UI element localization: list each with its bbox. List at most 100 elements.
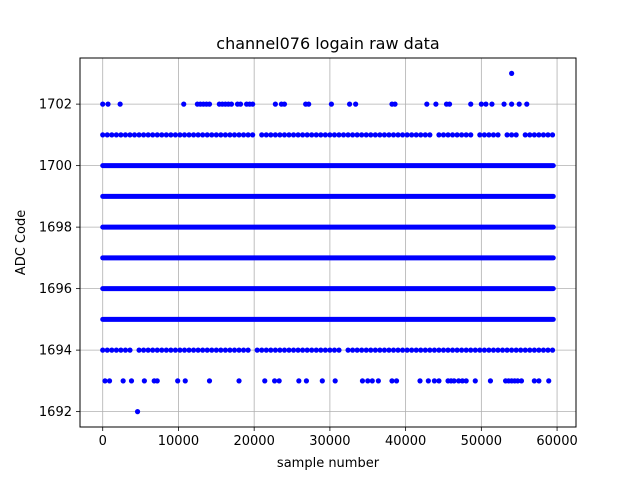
- data-point: [540, 347, 547, 353]
- data-point: [399, 347, 406, 353]
- data-point: [481, 132, 487, 138]
- data-point: [392, 101, 398, 107]
- data-point: [345, 132, 351, 138]
- data-point: [368, 132, 374, 138]
- data-point: [495, 132, 501, 138]
- x-tick-label: 30000: [309, 434, 350, 449]
- data-point: [250, 101, 256, 107]
- data-point: [168, 347, 174, 353]
- data-point: [306, 101, 312, 107]
- data-point: [346, 101, 353, 107]
- data-point: [109, 132, 115, 138]
- data-point: [546, 378, 552, 384]
- data-point: [522, 347, 528, 353]
- data-point: [200, 132, 206, 138]
- data-point: [245, 347, 251, 353]
- data-point: [237, 101, 244, 107]
- data-point: [518, 347, 524, 353]
- data-point: [195, 347, 201, 353]
- data-point: [303, 378, 310, 384]
- data-point: [545, 347, 551, 353]
- y-axis-label: ADC Code: [14, 210, 29, 275]
- data-point: [477, 347, 483, 353]
- data-point: [245, 132, 251, 138]
- data-point: [177, 132, 183, 138]
- data-point: [427, 132, 433, 138]
- x-tick-label: 60000: [536, 434, 577, 449]
- data-point: [281, 101, 288, 107]
- data-point: [483, 101, 489, 107]
- data-point: [159, 132, 165, 138]
- data-point: [150, 347, 156, 353]
- data-point: [369, 378, 375, 384]
- data-point: [286, 132, 292, 138]
- data-point: [290, 347, 297, 353]
- data-point: [327, 132, 333, 138]
- data-point: [209, 132, 215, 138]
- data-point: [395, 132, 401, 138]
- data-point: [268, 132, 274, 138]
- data-point: [386, 347, 392, 353]
- data-point: [390, 132, 397, 138]
- x-tick-label: 40000: [385, 434, 426, 449]
- y-tick-label: 1702: [39, 98, 72, 113]
- data-point: [213, 347, 219, 353]
- data-point: [372, 132, 378, 138]
- data-point: [463, 132, 469, 138]
- data-point: [509, 132, 515, 138]
- data-point: [136, 347, 142, 353]
- data-point: [259, 132, 265, 138]
- x-tick-label: 0: [99, 434, 107, 449]
- data-point: [250, 132, 256, 138]
- data-point: [504, 347, 510, 353]
- data-point: [296, 378, 302, 384]
- y-tick-label: 1692: [39, 405, 72, 420]
- data-point: [218, 132, 224, 138]
- data-point: [209, 347, 215, 353]
- data-point: [490, 347, 497, 353]
- data-point: [231, 132, 238, 138]
- data-point: [531, 347, 537, 353]
- data-point: [501, 101, 507, 107]
- data-point: [102, 378, 108, 384]
- data-point: [418, 132, 424, 138]
- data-point: [468, 101, 474, 107]
- data-point: [186, 347, 192, 353]
- data-point: [390, 347, 397, 353]
- data-point: [131, 132, 138, 138]
- data-point: [413, 132, 419, 138]
- data-point: [549, 132, 556, 138]
- data-point: [272, 378, 278, 384]
- data-point: [236, 378, 242, 384]
- data-point: [487, 378, 494, 384]
- data-point: [262, 378, 268, 384]
- x-axis-label: sample number: [277, 456, 380, 471]
- data-points: [100, 70, 556, 415]
- data-point: [336, 347, 342, 353]
- data-point: [195, 132, 201, 138]
- data-point: [290, 132, 297, 138]
- data-point: [363, 347, 369, 353]
- data-point: [281, 347, 288, 353]
- data-point: [424, 101, 430, 107]
- y-tick-label: 1694: [39, 344, 72, 359]
- data-point: [375, 378, 381, 384]
- data-point: [104, 347, 110, 353]
- data-point: [227, 347, 233, 353]
- data-point: [545, 132, 551, 138]
- data-point: [350, 347, 356, 353]
- data-point: [372, 347, 378, 353]
- data-point: [276, 378, 282, 384]
- data-point: [117, 101, 123, 107]
- data-point: [404, 347, 410, 353]
- data-point: [454, 132, 460, 138]
- data-point: [472, 347, 478, 353]
- data-point: [295, 347, 301, 353]
- data-point: [354, 347, 360, 353]
- data-point: [377, 347, 383, 353]
- data-point: [163, 132, 169, 138]
- data-point: [409, 347, 415, 353]
- data-point: [268, 347, 274, 353]
